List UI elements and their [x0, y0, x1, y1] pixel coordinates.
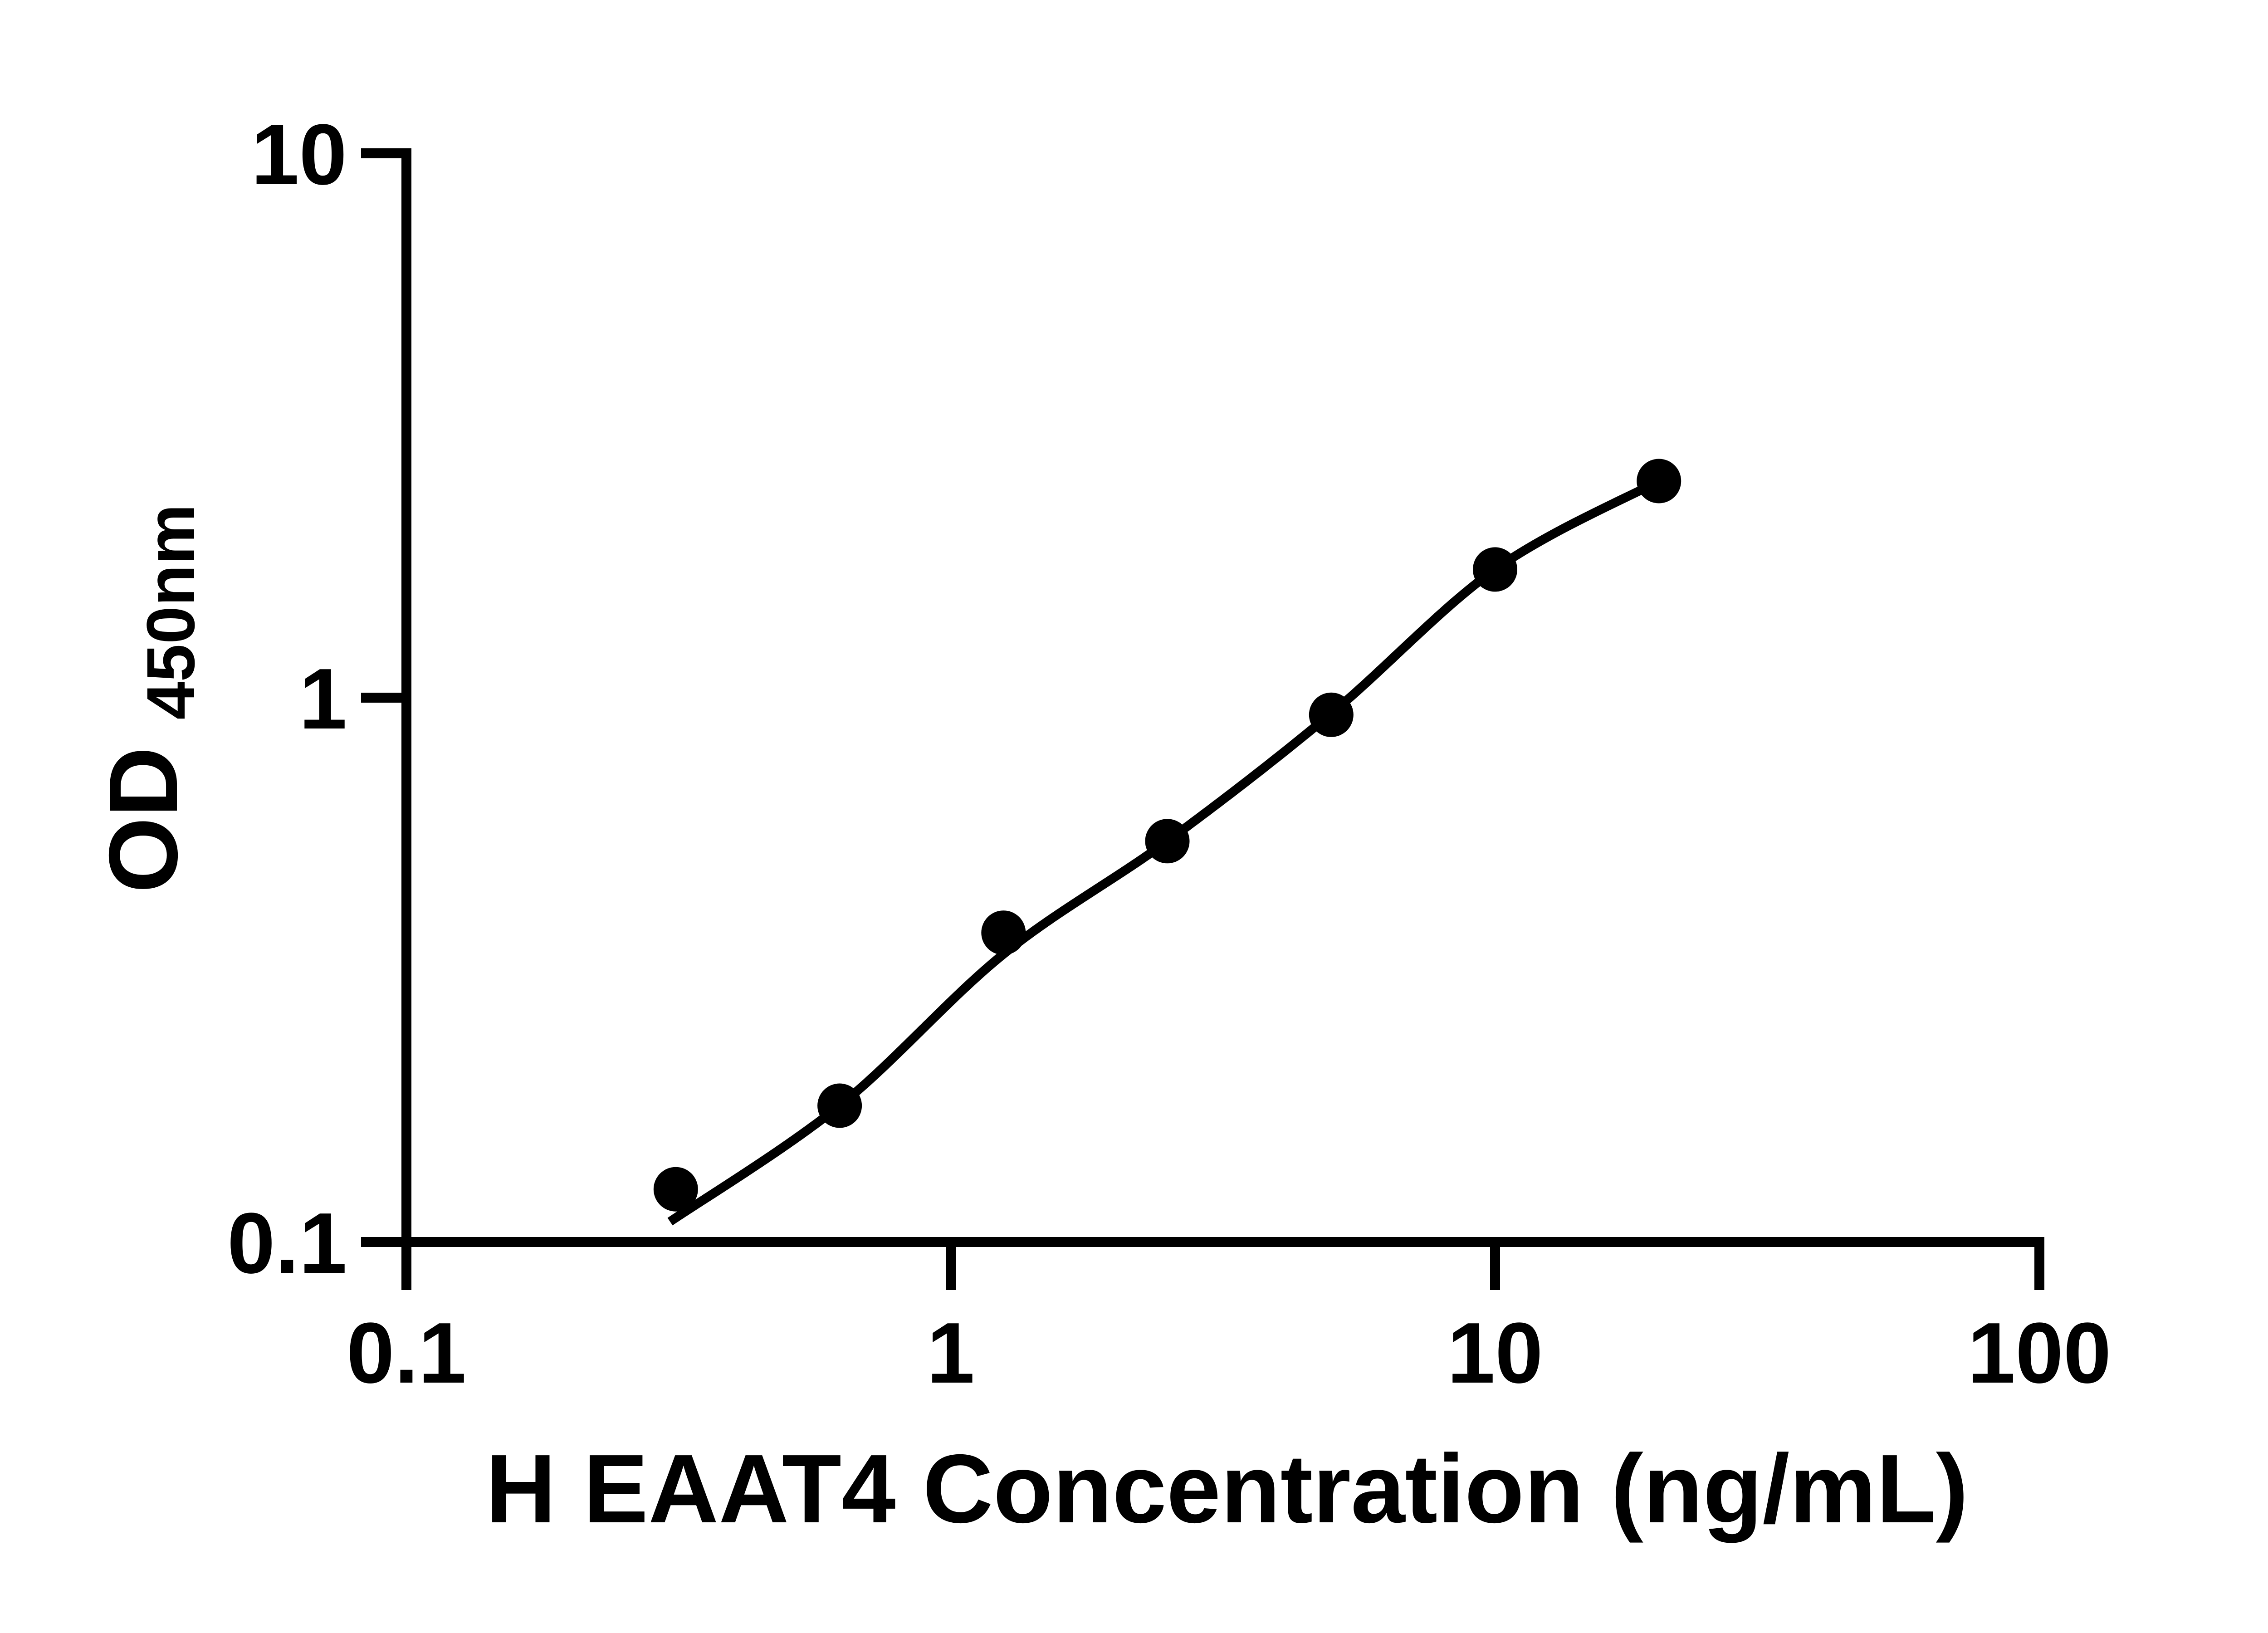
y-axis-title-main: OD	[88, 747, 198, 893]
y-tick-label-0-1: 0.1	[227, 1195, 347, 1291]
tick-labels: 10 1 0.1 0.1 1 10 100	[227, 107, 2112, 1401]
data-point	[817, 1083, 862, 1128]
y-tick-10	[361, 148, 401, 158]
y-axis-line	[401, 148, 411, 1290]
data-points-layer	[653, 459, 1681, 1212]
x-tick-label-10: 10	[1447, 1305, 1543, 1401]
x-tick-label-1: 1	[927, 1305, 975, 1401]
x-tick-1	[946, 1247, 956, 1290]
x-tick-10	[1490, 1247, 1500, 1290]
y-tick-0-1	[361, 1237, 401, 1247]
data-point	[981, 910, 1026, 955]
data-point	[1145, 819, 1190, 864]
y-axis-title-subscript: 450nm	[132, 504, 209, 719]
x-axis-title: H EAAT4 Concentration (ng/mL)	[486, 1434, 1969, 1543]
y-tick-label-1: 1	[299, 651, 347, 747]
x-tick-label-0-1: 0.1	[347, 1305, 466, 1401]
data-point	[653, 1167, 698, 1212]
y-axis-title: OD 450nm	[88, 504, 209, 893]
data-point	[1473, 547, 1517, 592]
y-tick-label-10: 10	[251, 107, 347, 203]
data-point	[1637, 459, 1681, 504]
data-point	[1309, 692, 1354, 737]
x-tick-100	[2034, 1247, 2044, 1290]
x-axis-line	[401, 1237, 2044, 1247]
x-tick-label-100: 100	[1967, 1305, 2111, 1401]
axes	[361, 148, 2044, 1290]
y-tick-1	[361, 693, 401, 703]
